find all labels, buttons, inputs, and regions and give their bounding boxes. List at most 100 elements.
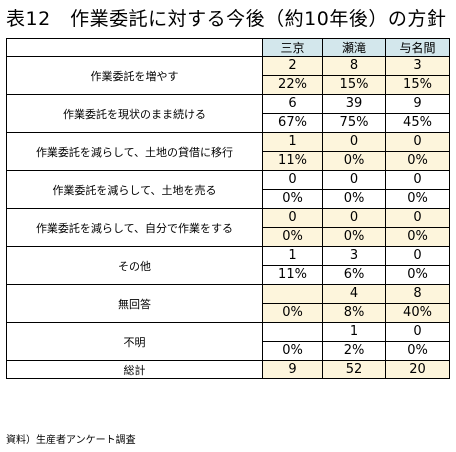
percent-value: 0% xyxy=(323,227,385,246)
value-cell: 8 15% xyxy=(322,56,386,95)
percent-value: 15% xyxy=(386,75,449,94)
value-cell: 0 0% xyxy=(262,170,323,209)
percent-value: 0% xyxy=(323,189,385,208)
source-note: 資料）生産者アンケート調査 xyxy=(6,435,136,446)
value-cell: 8 40% xyxy=(385,284,450,323)
row-label: 作業委託を増やす xyxy=(6,56,263,95)
row-label: 作業委託を減らして、土地の貸借に移行 xyxy=(6,132,263,171)
value-cell: 0 0% xyxy=(322,170,386,209)
table-row: 作業委託を減らして、土地の貸借に移行 1 11% 0 0% 0 0% xyxy=(6,132,450,171)
value-cell: 4 8% xyxy=(322,284,386,323)
value-cell: 0 0% xyxy=(385,132,450,171)
total-label: 総計 xyxy=(6,360,263,379)
total-value: 52 xyxy=(322,360,386,379)
percent-value: 0% xyxy=(263,189,322,208)
table-row: 不明 0% 1 2% 0 0% xyxy=(6,322,450,361)
count-value: 0 xyxy=(288,210,297,225)
value-cell: 0 0% xyxy=(385,246,450,285)
column-header-setaki: 瀬滝 xyxy=(322,38,386,57)
total-row: 総計 9 52 20 xyxy=(6,360,450,379)
percent-value: 11% xyxy=(263,265,322,284)
percent-value: 45% xyxy=(386,113,449,132)
row-label: 不明 xyxy=(6,322,263,361)
value-cell: 0% xyxy=(262,322,323,361)
count-value: 0 xyxy=(349,172,359,187)
header-row: 三京 瀬滝 与名間 xyxy=(6,38,450,57)
percent-value: 0% xyxy=(386,341,449,360)
header-blank-cell xyxy=(6,38,263,57)
value-cell: 1 11% xyxy=(262,132,323,171)
count-value: 0 xyxy=(349,210,359,225)
count-value: 8 xyxy=(413,286,422,301)
percent-value: 0% xyxy=(323,151,385,170)
row-label: 作業委託を減らして、自分で作業をする xyxy=(6,208,263,247)
row-label: 作業委託を現状のまま続ける xyxy=(6,94,263,133)
value-cell: 0 0% xyxy=(322,132,386,171)
count-value: 0 xyxy=(413,210,422,225)
table-row: 作業委託を増やす 2 22% 8 15% 3 15% xyxy=(6,56,450,95)
percent-value: 2% xyxy=(323,341,385,360)
value-cell: 6 67% xyxy=(262,94,323,133)
count-value: 3 xyxy=(413,58,422,73)
table-title: 表12 作業委託に対する今後（約10年後）の方針 xyxy=(6,8,447,30)
row-label: 作業委託を減らして、土地を売る xyxy=(6,170,263,209)
count-value: 9 xyxy=(413,96,422,111)
value-cell: 0 0% xyxy=(385,322,450,361)
table-row: 作業委託を減らして、土地を売る 0 0% 0 0% 0 0% xyxy=(6,170,450,209)
percent-value: 0% xyxy=(386,189,449,208)
table-row: 作業委託を減らして、自分で作業をする 0 0% 0 0% 0 0% xyxy=(6,208,450,247)
count-value: 8 xyxy=(349,58,359,73)
percent-value: 0% xyxy=(386,151,449,170)
table-row: その他 1 11% 3 6% 0 0% xyxy=(6,246,450,285)
percent-value: 0% xyxy=(386,227,449,246)
percent-value: 6% xyxy=(323,265,385,284)
count-value: 0 xyxy=(413,134,422,149)
value-cell: 39 75% xyxy=(322,94,386,133)
count-value: 39 xyxy=(345,96,363,111)
value-cell: 1 11% xyxy=(262,246,323,285)
data-table: 三京 瀬滝 与名間 作業委託を増やす 2 22% 8 15% 3 15% 作業委託を現… xyxy=(6,38,450,379)
percent-value: 0% xyxy=(263,227,322,246)
value-cell: 1 2% xyxy=(322,322,386,361)
count-value: 1 xyxy=(349,324,359,339)
total-value: 20 xyxy=(385,360,450,379)
total-value: 9 xyxy=(262,360,323,379)
count-value: 1 xyxy=(288,134,297,149)
row-label: その他 xyxy=(6,246,263,285)
percent-value: 40% xyxy=(386,303,449,322)
count-value: 0 xyxy=(349,134,359,149)
count-value: 6 xyxy=(288,96,297,111)
count-value: 0 xyxy=(413,324,422,339)
value-cell: 0 0% xyxy=(385,208,450,247)
percent-value: 67% xyxy=(263,113,322,132)
percent-value: 0% xyxy=(263,303,322,322)
value-cell: 0 0% xyxy=(322,208,386,247)
value-cell: 0% xyxy=(262,284,323,323)
count-value: 2 xyxy=(288,58,297,73)
count-value: 4 xyxy=(349,286,359,301)
count-value: 3 xyxy=(349,248,359,263)
table-row: 無回答 0% 4 8% 8 40% xyxy=(6,284,450,323)
value-cell: 3 15% xyxy=(385,56,450,95)
count-value: 0 xyxy=(413,172,422,187)
percent-value: 8% xyxy=(323,303,385,322)
column-header-sankyo: 三京 xyxy=(262,38,323,57)
percent-value: 22% xyxy=(263,75,322,94)
row-label: 無回答 xyxy=(6,284,263,323)
percent-value: 11% xyxy=(263,151,322,170)
count-value xyxy=(263,323,322,341)
percent-value: 15% xyxy=(323,75,385,94)
count-value: 1 xyxy=(288,248,297,263)
column-header-yonama: 与名間 xyxy=(385,38,450,57)
percent-value: 0% xyxy=(386,265,449,284)
count-value: 0 xyxy=(288,172,297,187)
value-cell: 9 45% xyxy=(385,94,450,133)
percent-value: 75% xyxy=(323,113,385,132)
value-cell: 0 0% xyxy=(262,208,323,247)
percent-value: 0% xyxy=(263,341,322,360)
count-value xyxy=(263,285,322,303)
count-value: 0 xyxy=(413,248,422,263)
value-cell: 2 22% xyxy=(262,56,323,95)
table-row: 作業委託を現状のまま続ける 6 67% 39 75% 9 45% xyxy=(6,94,450,133)
value-cell: 0 0% xyxy=(385,170,450,209)
